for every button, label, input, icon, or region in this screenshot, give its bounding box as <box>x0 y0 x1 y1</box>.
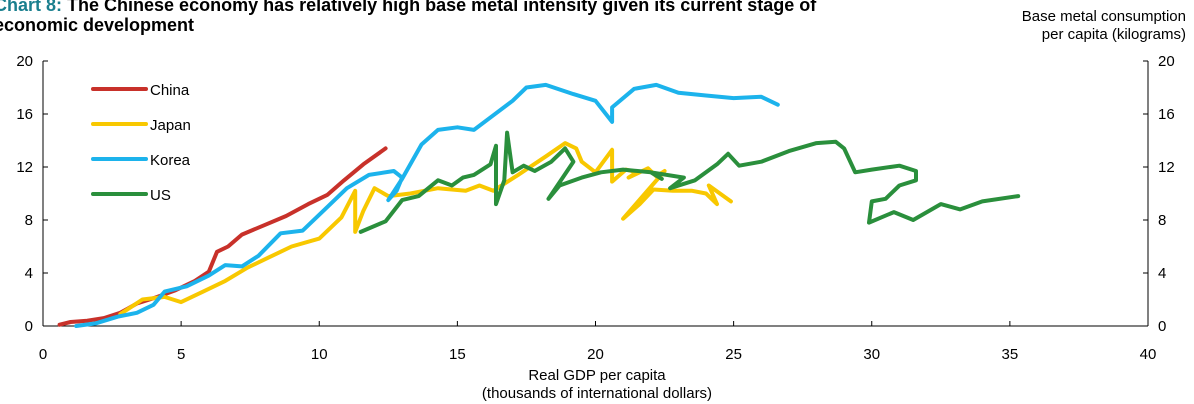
y-tick-label-left: 4 <box>25 265 33 282</box>
series-group <box>57 82 1021 328</box>
legend: China Japan Korea US <box>91 82 191 204</box>
x-tick-label: 20 <box>587 346 604 363</box>
legend-label-us: US <box>150 187 171 204</box>
legend-label-japan: Japan <box>150 117 191 134</box>
x-tick-label: 10 <box>311 346 328 363</box>
x-tick-label: 40 <box>1140 346 1157 363</box>
series-line-korea <box>74 82 780 328</box>
x-tick-label: 5 <box>177 346 185 363</box>
x-axis-label: Real GDP per capita <box>528 367 666 384</box>
y-tick-label-right: 4 <box>1158 265 1166 282</box>
series-line-us <box>358 130 1021 234</box>
unit-label-line-2: per capita (kilograms) <box>1041 26 1186 43</box>
legend-label-china: China <box>150 82 190 99</box>
series-line-china <box>57 146 388 327</box>
chart-title-text: The Chinese economy has relatively high … <box>0 0 817 35</box>
series-line-japan <box>118 141 733 317</box>
x-axis-label-units: (thousands of international dollars) <box>482 385 712 402</box>
y-tick-label-right: 20 <box>1158 53 1175 70</box>
y-tick-label-right: 16 <box>1158 106 1175 123</box>
x-tick-label: 30 <box>863 346 880 363</box>
legend-label-korea: Korea <box>150 152 191 169</box>
y-tick-label-left: 8 <box>25 212 33 229</box>
chart-title: Chart 8: The Chinese economy has relativ… <box>0 0 894 35</box>
y-tick-label-left: 12 <box>16 159 33 176</box>
unit-label-line-1: Base metal consumption <box>1021 8 1186 25</box>
x-tick-label: 35 <box>1002 346 1019 363</box>
x-tick-label: 0 <box>39 346 47 363</box>
right-axis-unit-label: Base metal consumption per capita (kilog… <box>966 8 1186 44</box>
y-tick-label-left: 16 <box>16 106 33 123</box>
y-tick-label-right: 12 <box>1158 159 1175 176</box>
y-tick-label-right: 0 <box>1158 318 1166 335</box>
y-tick-label-right: 8 <box>1158 212 1166 229</box>
chart-number: Chart 8: <box>0 0 63 15</box>
y-tick-label-left: 20 <box>16 53 33 70</box>
x-tick-label: 15 <box>449 346 466 363</box>
y-tick-label-left: 0 <box>25 318 33 335</box>
x-tick-label: 25 <box>725 346 742 363</box>
